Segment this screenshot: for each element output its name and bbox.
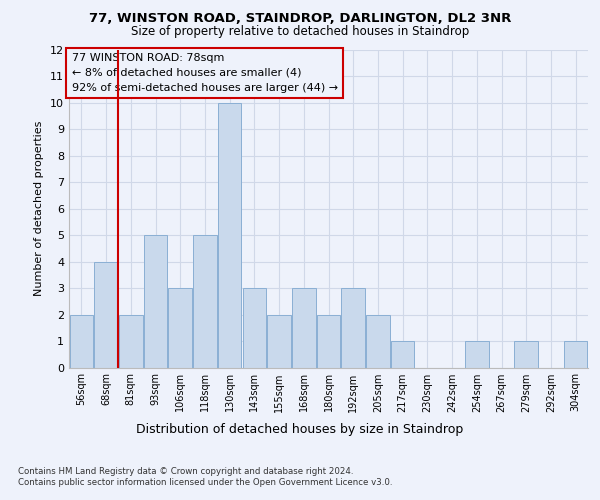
Bar — [169, 288, 192, 368]
Y-axis label: Number of detached properties: Number of detached properties — [34, 121, 44, 296]
Bar — [268, 314, 291, 368]
Bar — [366, 314, 389, 368]
Text: 77, WINSTON ROAD, STAINDROP, DARLINGTON, DL2 3NR: 77, WINSTON ROAD, STAINDROP, DARLINGTON,… — [89, 12, 511, 26]
Bar — [70, 314, 93, 368]
Bar — [564, 341, 587, 367]
Bar — [465, 341, 488, 367]
Text: Contains HM Land Registry data © Crown copyright and database right 2024.
Contai: Contains HM Land Registry data © Crown c… — [18, 468, 392, 487]
Text: Distribution of detached houses by size in Staindrop: Distribution of detached houses by size … — [136, 422, 464, 436]
Bar — [218, 103, 241, 368]
Bar — [119, 314, 143, 368]
Bar — [193, 235, 217, 368]
Bar — [341, 288, 365, 368]
Bar — [144, 235, 167, 368]
Text: Size of property relative to detached houses in Staindrop: Size of property relative to detached ho… — [131, 25, 469, 38]
Bar — [317, 314, 340, 368]
Text: 77 WINSTON ROAD: 78sqm
← 8% of detached houses are smaller (4)
92% of semi-detac: 77 WINSTON ROAD: 78sqm ← 8% of detached … — [71, 53, 338, 93]
Bar — [242, 288, 266, 368]
Bar — [391, 341, 415, 367]
Bar — [292, 288, 316, 368]
Bar — [514, 341, 538, 367]
Bar — [94, 262, 118, 368]
